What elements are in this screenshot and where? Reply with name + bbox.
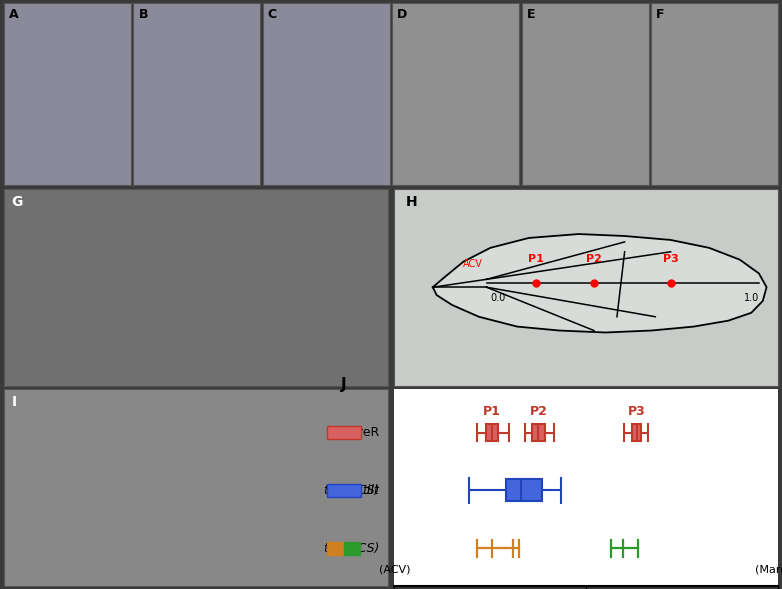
Text: tilt: tilt (362, 484, 379, 497)
Text: G: G (12, 194, 23, 209)
Text: ACV: ACV (463, 260, 482, 270)
Text: P2: P2 (529, 405, 547, 418)
Text: H: H (406, 194, 418, 209)
Text: B: B (138, 8, 148, 21)
Text: P3: P3 (628, 405, 646, 418)
Text: OreR: OreR (348, 426, 379, 439)
Bar (632, 425, 641, 441)
Bar (328, 542, 343, 555)
Text: A: A (9, 8, 19, 21)
Text: F: F (656, 8, 665, 21)
Text: I: I (12, 395, 16, 409)
Text: 0.0: 0.0 (490, 293, 506, 303)
Text: P1: P1 (529, 254, 544, 263)
Text: E: E (526, 8, 535, 21)
Bar (486, 425, 498, 441)
Text: P3: P3 (663, 254, 679, 263)
Polygon shape (432, 234, 766, 333)
Text: P2: P2 (586, 254, 602, 263)
Text: D: D (397, 8, 407, 21)
Bar (328, 426, 361, 439)
Bar (328, 484, 361, 497)
Text: J: J (341, 378, 346, 392)
Text: (Margin): (Margin) (755, 565, 782, 575)
Bar (344, 542, 361, 555)
Text: tilt (2CS): tilt (2CS) (324, 542, 379, 555)
Text: C: C (267, 8, 277, 21)
Bar (506, 479, 542, 501)
Text: 1.0: 1.0 (744, 293, 759, 303)
Text: tilt (1CS): tilt (1CS) (324, 484, 379, 497)
Text: (ACV): (ACV) (378, 565, 411, 575)
Bar (532, 425, 545, 441)
Text: P1: P1 (482, 405, 500, 418)
